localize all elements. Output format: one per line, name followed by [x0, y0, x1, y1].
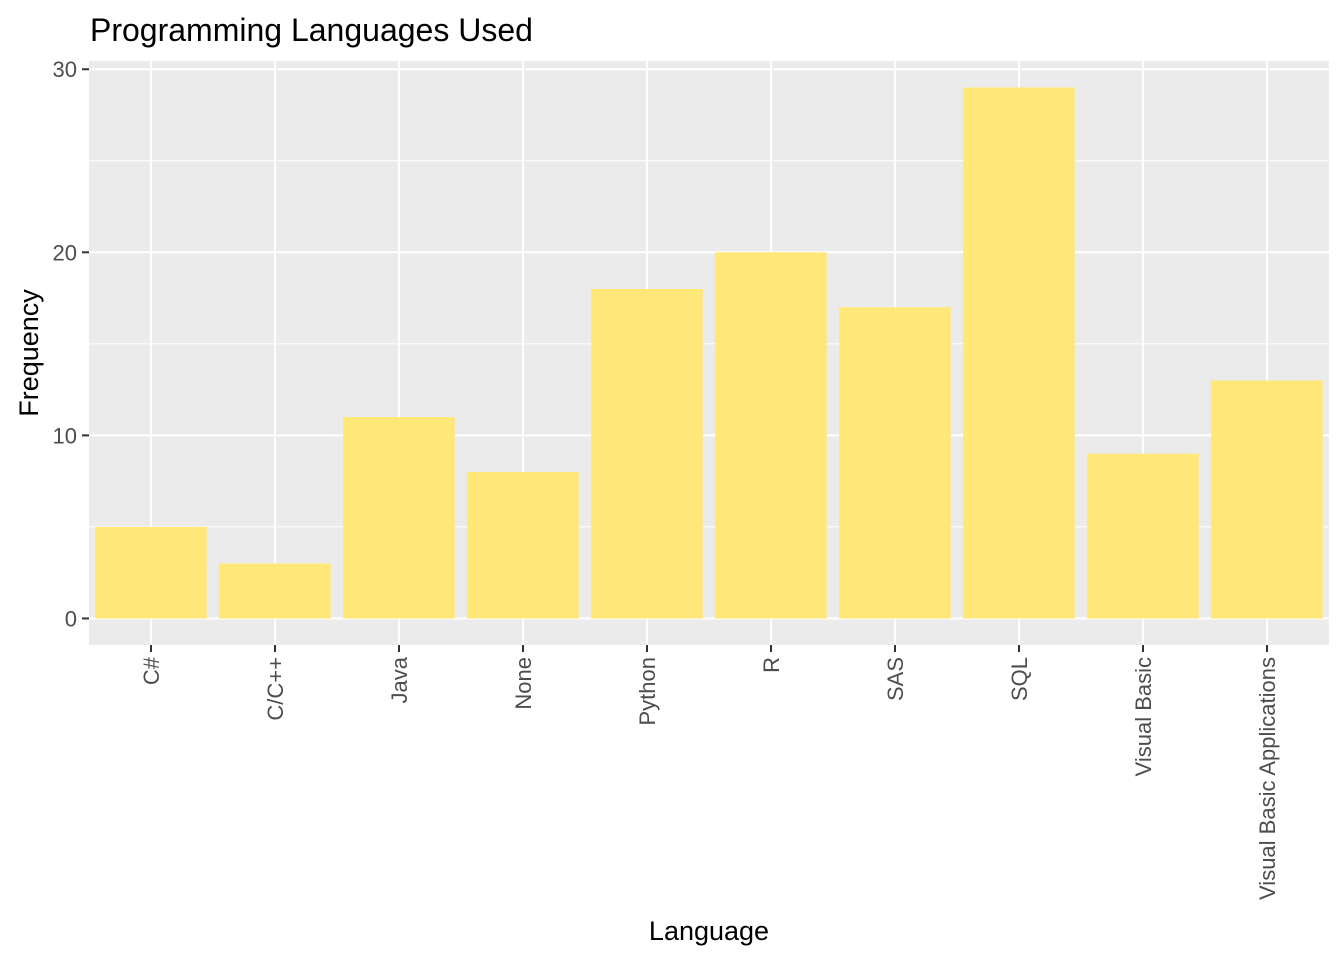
- x-tick-label: SQL: [1007, 657, 1032, 701]
- x-tick-label: None: [511, 657, 536, 710]
- bars: [95, 87, 1323, 619]
- bar-none: [467, 471, 579, 619]
- bar-python: [591, 288, 703, 619]
- bar-visual-basic-applications: [1211, 380, 1323, 619]
- y-tick-label: 20: [53, 240, 77, 265]
- bar-visual-basic: [1087, 453, 1199, 619]
- axes: 0 10 20 30 C# C/C++ Java None Python R SAS SQL Visua…: [53, 57, 1280, 900]
- chart-title: Programming Languages Used: [90, 12, 533, 48]
- x-tick-label: Visual Basic Applications: [1255, 657, 1280, 900]
- y-tick-label: 30: [53, 57, 77, 82]
- x-tick-label: C#: [139, 656, 164, 685]
- x-tick-label: Java: [387, 656, 412, 703]
- y-axis-title: Frequency: [14, 289, 44, 417]
- y-tick-label: 10: [53, 423, 77, 448]
- x-tick-label: Python: [635, 657, 660, 726]
- x-tick-label: C/C++: [263, 657, 288, 721]
- bar-c-c: [219, 563, 331, 619]
- bar-c: [95, 526, 207, 619]
- bar-sql: [963, 87, 1075, 619]
- x-axis-title: Language: [649, 916, 769, 946]
- x-tick-label: R: [759, 657, 784, 673]
- x-tick-label: SAS: [883, 657, 908, 701]
- bar-r: [715, 252, 827, 619]
- x-tick-label: Visual Basic: [1131, 657, 1156, 776]
- bar-sas: [839, 307, 951, 619]
- bar-java: [343, 417, 455, 619]
- y-tick-label: 0: [65, 606, 77, 631]
